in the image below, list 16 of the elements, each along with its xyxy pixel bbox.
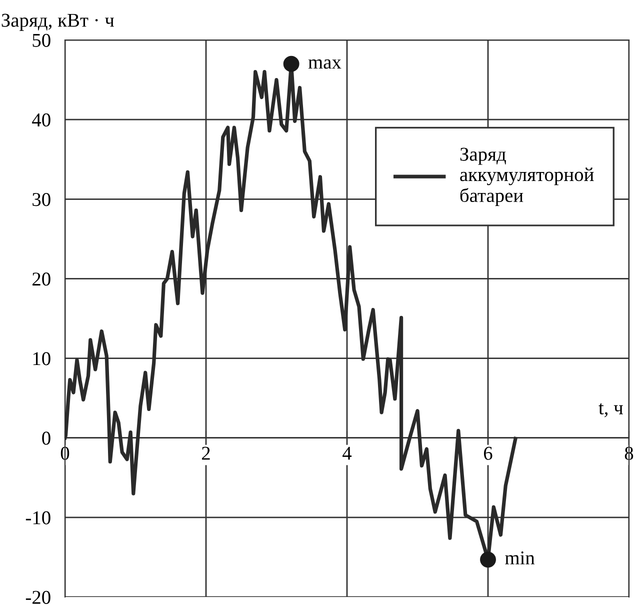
y-tick-label: 20 [32, 272, 50, 286]
y-tick-label: 40 [32, 113, 50, 127]
x-tick-label: 6 [484, 446, 492, 460]
y-tick-label: 10 [33, 352, 50, 366]
y-tick-label: -20 [26, 590, 50, 604]
annotation: min [505, 551, 535, 564]
annotation: max [308, 59, 342, 69]
y-tick-label: -10 [26, 511, 50, 524]
y-axis-title: Заряд, кВт · ч [2, 14, 114, 31]
x-axis-title: t, ч [598, 403, 623, 418]
y-tick-label: 50 [32, 34, 50, 47]
y-tick-label: 30 [32, 192, 50, 206]
x-tick-label: 2 [202, 446, 210, 460]
y-tick-label: 0 [42, 432, 50, 445]
legend-label: Заряд аккумуляторной батареи [460, 148, 594, 206]
x-tick-label: 4 [342, 446, 352, 460]
